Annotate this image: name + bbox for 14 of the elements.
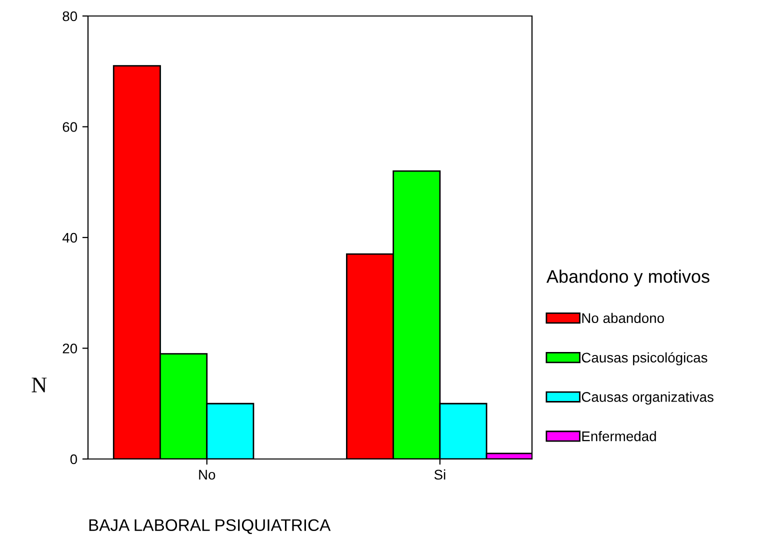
legend-title: Abandono y motivos [546, 270, 710, 286]
x-axis-title: BAJA LABORAL PSIQUIATRICA [89, 519, 331, 534]
y-tick-label: 0 [70, 454, 78, 464]
x-tick-label: No [199, 470, 216, 480]
y-tick-label: 80 [62, 11, 78, 22]
y-axis-title: N [32, 378, 47, 392]
y-tick-label: 20 [62, 344, 78, 354]
x-tick-label: Si [434, 469, 446, 480]
y-tick-label: 60 [62, 122, 78, 132]
legend-label: Causas psicológicas [582, 352, 708, 366]
legend-label: No abandono [582, 312, 664, 324]
y-tick-label: 40 [62, 232, 78, 243]
legend-label: Enfermedad [582, 431, 656, 442]
legend-label: Causas organizativas [582, 392, 714, 405]
